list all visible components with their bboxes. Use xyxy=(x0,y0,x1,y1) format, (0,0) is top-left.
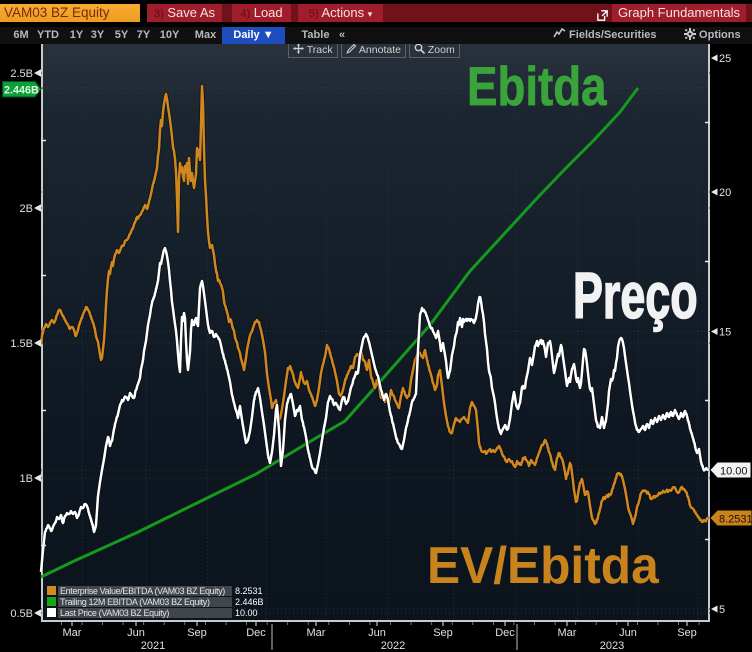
svg-text:Jun: Jun xyxy=(619,627,637,639)
svg-text:2023: 2023 xyxy=(600,640,624,652)
svg-text:2B: 2B xyxy=(20,203,33,215)
svg-text:2.5B: 2.5B xyxy=(10,68,33,80)
svg-text:5: 5 xyxy=(719,604,725,616)
svg-text:2021: 2021 xyxy=(141,640,165,652)
svg-text:Sep: Sep xyxy=(677,627,697,639)
svg-text:Mar: Mar xyxy=(558,627,577,639)
svg-text:Ebitda: Ebitda xyxy=(467,55,607,117)
svg-text:EV/Ebitda: EV/Ebitda xyxy=(427,536,659,594)
svg-text:20: 20 xyxy=(719,187,731,199)
svg-text:Dec: Dec xyxy=(246,627,266,639)
svg-text:25: 25 xyxy=(719,53,731,65)
svg-text:1B: 1B xyxy=(20,473,33,485)
svg-text:Preço: Preço xyxy=(573,259,698,332)
svg-text:Mar: Mar xyxy=(307,627,326,639)
svg-text:15: 15 xyxy=(719,327,731,339)
svg-text:1.5B: 1.5B xyxy=(10,338,33,350)
svg-text:10.00: 10.00 xyxy=(720,466,748,478)
svg-text:Sep: Sep xyxy=(187,627,207,639)
svg-text:Dec: Dec xyxy=(495,627,515,639)
svg-text:Sep: Sep xyxy=(433,627,453,639)
svg-text:Mar: Mar xyxy=(63,627,82,639)
svg-text:8.2531: 8.2531 xyxy=(719,514,752,526)
svg-text:Jun: Jun xyxy=(368,627,386,639)
svg-text:0.5B: 0.5B xyxy=(10,608,33,620)
svg-text:2.446B: 2.446B xyxy=(4,84,39,96)
svg-text:Jun: Jun xyxy=(127,627,145,639)
svg-text:2022: 2022 xyxy=(381,640,405,652)
